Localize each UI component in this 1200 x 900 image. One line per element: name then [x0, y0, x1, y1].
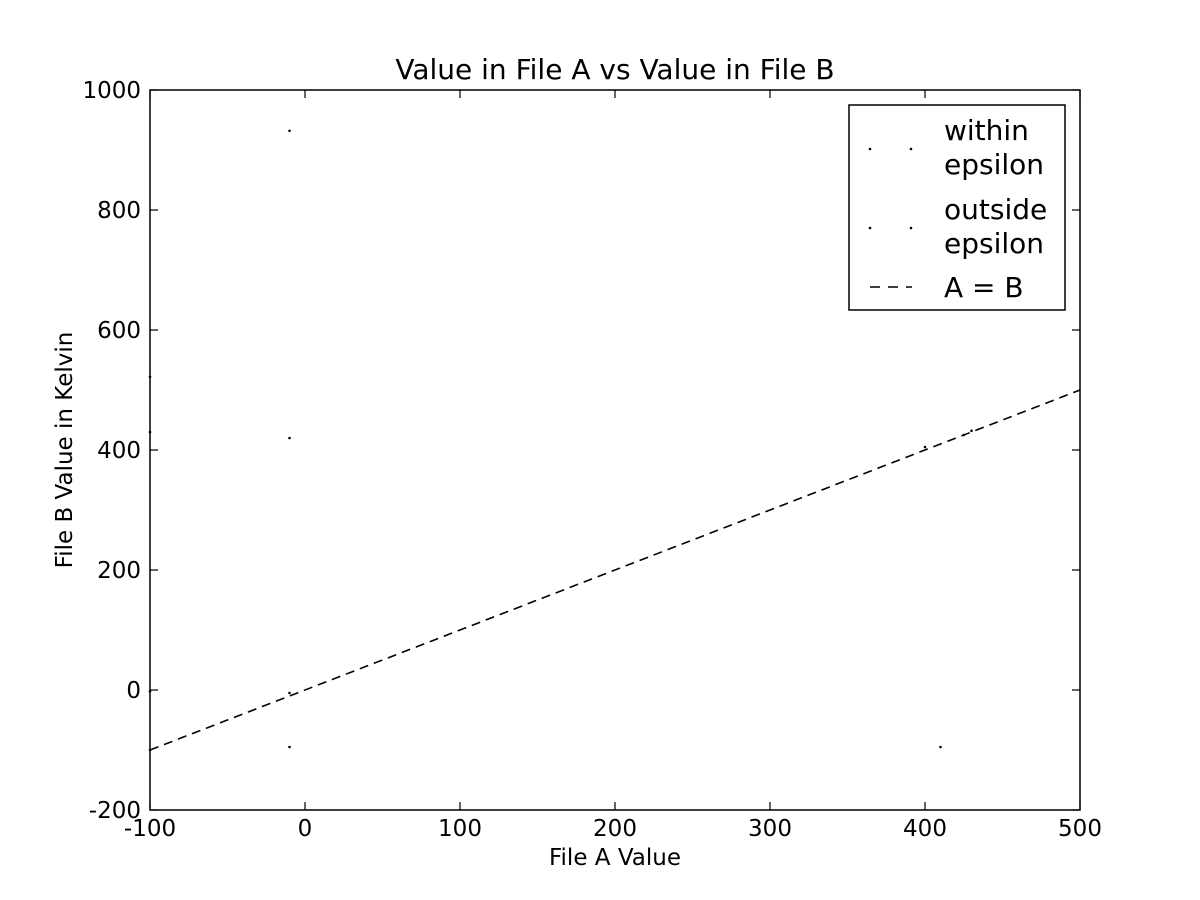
- legend-marker: [909, 226, 913, 230]
- legend-frame: [848, 104, 1066, 311]
- legend-label: within: [944, 114, 1029, 147]
- x-tick-label: 100: [438, 816, 482, 842]
- legend-marker: [868, 226, 872, 230]
- x-tick-label: 400: [903, 816, 947, 842]
- data-point-within-epsilon: [288, 691, 291, 695]
- series-layer: [148, 129, 1081, 752]
- legend-marker: [868, 147, 872, 151]
- data-point-within-epsilon: [923, 445, 927, 449]
- y-tick-label: 400: [97, 438, 141, 464]
- data-point-within-epsilon: [148, 689, 152, 693]
- x-axis-label: File A Value: [549, 845, 681, 871]
- x-axis-ticks: -100 0 100 200 300 400 500: [124, 90, 1102, 842]
- identity-line: [149, 389, 1081, 751]
- plot-area: -100 0 100 200 300 400 500 -200 0 200 400 600 800 10…: [82, 78, 1102, 842]
- legend-marker: [909, 147, 913, 151]
- y-tick-label: -200: [89, 798, 141, 824]
- y-tick-label: 800: [97, 198, 141, 224]
- y-axis-label: File B Value in Kelvin: [52, 332, 78, 569]
- data-point-outside-epsilon: [288, 436, 291, 440]
- y-tick-label: 600: [97, 318, 141, 344]
- x-tick-label: 300: [748, 816, 792, 842]
- y-tick-label: 0: [126, 678, 141, 704]
- data-point-within-epsilon: [939, 745, 942, 749]
- x-tick-label: 200: [593, 816, 637, 842]
- x-tick-label: -100: [124, 816, 176, 842]
- y-axis-ticks: -200 0 200 400 600 800 1000: [82, 78, 1080, 824]
- data-point-outside-epsilon: [288, 129, 291, 133]
- x-tick-label: 500: [1058, 816, 1102, 842]
- x-tick-label: 0: [298, 816, 313, 842]
- data-point-within-epsilon: [970, 429, 973, 433]
- legend-label: A = B: [944, 271, 1024, 304]
- legend-label: outside: [944, 193, 1047, 226]
- legend-label: epsilon: [944, 148, 1044, 181]
- data-point-outside-epsilon: [148, 430, 152, 434]
- data-point-within-epsilon: [288, 745, 291, 749]
- data-point-outside-epsilon: [148, 375, 152, 379]
- chart-title: Value in File A vs Value in File B: [395, 53, 834, 86]
- y-tick-label: 1000: [82, 78, 141, 104]
- y-tick-label: 200: [97, 558, 141, 584]
- legend-label: epsilon: [944, 227, 1044, 260]
